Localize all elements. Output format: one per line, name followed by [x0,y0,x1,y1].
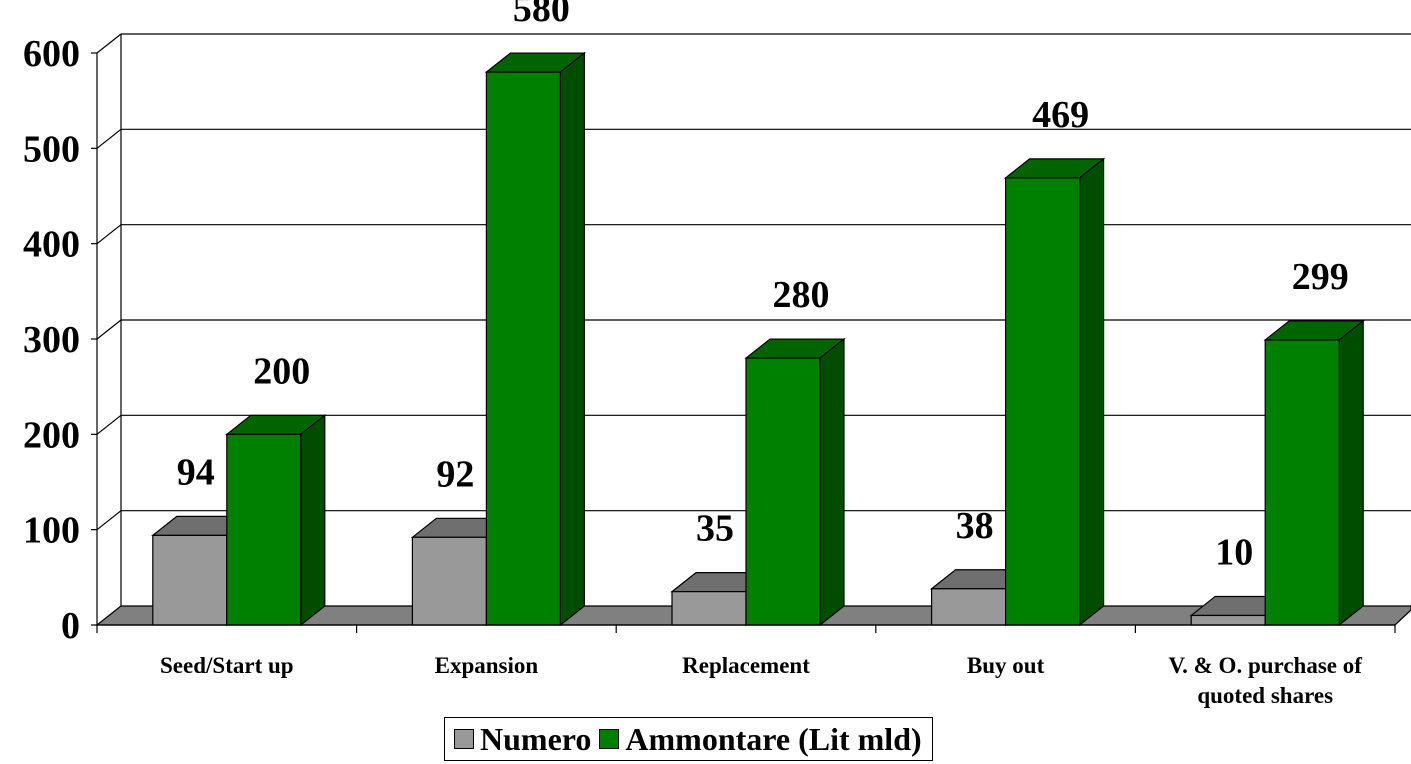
legend-label-ammontare: Ammontare (Lit mld) [625,720,922,757]
legend-item-numero: Numero [454,721,591,758]
bar-front [226,433,302,626]
x-tick-label: V. & O. purchase of [1169,653,1363,678]
legend: Numero Ammontare (Lit mld) [444,717,933,761]
bar-front [1190,614,1266,626]
data-label: 35 [696,508,734,550]
data-label: 280 [773,274,830,316]
data-label: 580 [513,0,570,30]
bar-front [1004,177,1081,626]
x-tick-label: Expansion [435,653,539,678]
y-tick-label: 200 [23,414,80,456]
data-labels: 94 92 35 38 10 200 580 280 469 299 [177,0,1349,573]
bar-front [930,588,1007,626]
gridline-diagonal [96,414,122,435]
bar-front [745,357,821,626]
gridlines [96,33,1411,606]
bar-front [671,591,747,626]
bar-side [300,414,326,627]
bar-1-1 [484,51,587,627]
legend-swatch-numero [454,729,474,749]
data-label: 94 [177,451,215,493]
bar-side [1078,157,1105,627]
data-label: 469 [1032,94,1089,136]
bar-1-2 [744,337,846,627]
y-tick-label: 300 [23,319,80,361]
bar-side [819,337,845,627]
y-tick-label: 500 [23,128,80,170]
legend-swatch-ammontare [599,729,620,749]
data-label: 299 [1292,256,1349,298]
data-label: 38 [956,505,994,547]
gridline-diagonal [96,319,122,340]
y-tick-label: 400 [23,224,80,266]
data-label: 10 [1215,531,1253,573]
bar-1-0 [225,414,327,627]
y-tick-label: 100 [23,510,80,552]
bar-front [411,536,487,626]
x-tick-label: Replacement [682,653,810,678]
legend-label-numero: Numero [480,720,592,757]
bar-front [1264,339,1340,626]
bar-1-3 [1003,157,1106,627]
bar-side [559,51,586,627]
axes: 0 100 200 300 400 500 600 Seed/Start up Expansio… [23,33,1396,708]
bar-front [485,71,561,626]
data-label: 92 [436,453,474,495]
y-tick-label: 600 [23,33,80,75]
x-tick-label: Buy out [967,653,1045,678]
x-tick-label: Seed/Start up [160,653,294,678]
bar-side [1338,319,1364,627]
x-tick-label: quoted shares [1197,683,1333,708]
gridline-diagonal [96,128,122,149]
bar-1-4 [1263,319,1365,627]
gridline-diagonal [96,224,122,245]
legend-item-ammontare: Ammontare (Lit mld) [599,720,922,758]
data-label: 200 [253,350,310,392]
gridline-diagonal [96,33,122,54]
bars [151,51,1365,627]
gridline-diagonal [96,510,122,531]
bar-front [152,534,228,626]
y-tick-label: 0 [61,605,80,647]
